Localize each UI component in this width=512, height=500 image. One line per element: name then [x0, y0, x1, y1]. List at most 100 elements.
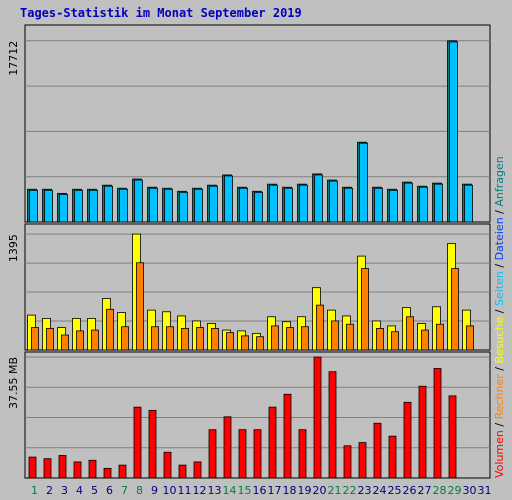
bar-dateien — [134, 179, 143, 223]
y-axis-max-label: 17712 — [7, 41, 20, 76]
bar-volumen — [58, 455, 67, 479]
bar-volumen — [73, 461, 82, 479]
bar-dateien — [149, 187, 158, 223]
x-tick-label: 15 — [238, 484, 252, 497]
bar-dateien — [239, 187, 248, 223]
x-tick-label: 30 — [463, 484, 477, 497]
x-tick-label: 18 — [283, 484, 297, 497]
x-tick-label: 4 — [76, 484, 83, 497]
x-tick-label: 22 — [343, 484, 357, 497]
legend-text: Volumen / Rechner / Besuche / Seiten / D… — [493, 156, 506, 478]
bar-volumen — [238, 429, 247, 479]
bar-volumen — [88, 459, 97, 479]
bar-rechner — [286, 327, 294, 351]
bar-volumen — [388, 435, 397, 479]
legend-part: Dateien — [493, 217, 506, 260]
bar-volumen — [343, 445, 352, 479]
x-tick-label: 8 — [136, 484, 143, 497]
bar-dateien — [419, 186, 428, 223]
bar-volumen — [163, 451, 172, 479]
legend-part: Anfragen — [493, 156, 506, 206]
bar-dateien — [59, 193, 68, 223]
panel-2: 1395 — [7, 223, 491, 351]
bar-rechner — [361, 268, 369, 351]
bar-rechner — [436, 323, 444, 351]
legend-part: / — [493, 364, 506, 375]
x-tick-label: 17 — [268, 484, 282, 497]
x-tick-label: 14 — [223, 484, 237, 497]
bar-volumen — [313, 356, 322, 479]
x-tick-label: 6 — [106, 484, 113, 497]
bar-rechner — [316, 304, 324, 351]
bar-dateien — [179, 191, 188, 223]
bar-rechner — [61, 334, 69, 351]
bar-rechner — [91, 329, 99, 351]
legend-part: / — [493, 260, 506, 271]
bar-dateien — [344, 187, 353, 223]
chart-panels: 17712 1395 37.55 MB — [7, 24, 491, 479]
bar-volumen — [433, 368, 442, 479]
bar-dateien — [314, 174, 323, 223]
y-axis-max-label: 37.55 MB — [7, 357, 20, 409]
bar-volumen — [403, 401, 412, 479]
bar-dateien — [284, 187, 293, 223]
bar-dateien — [44, 189, 53, 223]
bar-rechner — [466, 325, 474, 351]
bar-rechner — [151, 326, 159, 351]
bar-volumen — [208, 429, 217, 479]
bar-volumen — [373, 422, 382, 479]
bar-volumen — [268, 406, 277, 479]
bar-volumen — [148, 409, 157, 479]
x-tick-label: 21 — [328, 484, 342, 497]
bar-volumen — [418, 385, 427, 479]
x-tick-label: 13 — [208, 484, 222, 497]
x-tick-label: 24 — [373, 484, 387, 497]
x-tick-label: 2 — [46, 484, 53, 497]
bar-dateien — [164, 188, 173, 223]
bar-rechner — [106, 308, 114, 351]
bar-rechner — [196, 327, 204, 351]
bar-dateien — [299, 184, 308, 223]
bar-volumen — [193, 461, 202, 479]
bar-rechner — [31, 327, 39, 351]
x-tick-label: 20 — [313, 484, 327, 497]
bar-volumen — [103, 467, 112, 479]
legend-part: / — [493, 419, 506, 430]
bar-rechner — [421, 329, 429, 351]
bar-dateien — [374, 187, 383, 223]
legend-part: Rechner — [493, 374, 506, 420]
x-tick-label: 28 — [433, 484, 447, 497]
bar-rechner — [46, 327, 54, 351]
bar-rechner — [226, 332, 234, 351]
bar-volumen — [448, 395, 457, 479]
bar-volumen — [283, 393, 292, 479]
bar-dateien — [254, 191, 263, 223]
bar-dateien — [194, 188, 203, 223]
bar-rechner — [451, 268, 459, 351]
bar-dateien — [269, 184, 278, 223]
bar-rechner — [301, 326, 309, 351]
bar-volumen — [133, 406, 142, 479]
bar-volumen — [43, 458, 52, 479]
bar-rechner — [376, 327, 384, 351]
x-tick-label: 23 — [358, 484, 372, 497]
bar-dateien — [74, 189, 83, 223]
panel-1: 17712 — [7, 24, 491, 223]
legend-part: Volumen — [493, 430, 506, 478]
legend-part: Seiten — [493, 271, 506, 306]
legend-part: / — [493, 207, 506, 218]
bar-volumen — [178, 464, 187, 479]
x-tick-label: 25 — [388, 484, 402, 497]
x-tick-label: 29 — [448, 484, 462, 497]
bar-rechner — [391, 331, 399, 351]
y-axis-max-label: 1395 — [7, 234, 20, 262]
bar-dateien — [404, 182, 413, 223]
x-tick-label: 19 — [298, 484, 312, 497]
x-tick-label: 11 — [178, 484, 192, 497]
bar-dateien — [104, 185, 113, 223]
bar-dateien — [89, 189, 98, 223]
x-tick-label: 27 — [418, 484, 432, 497]
bar-dateien — [359, 142, 368, 223]
